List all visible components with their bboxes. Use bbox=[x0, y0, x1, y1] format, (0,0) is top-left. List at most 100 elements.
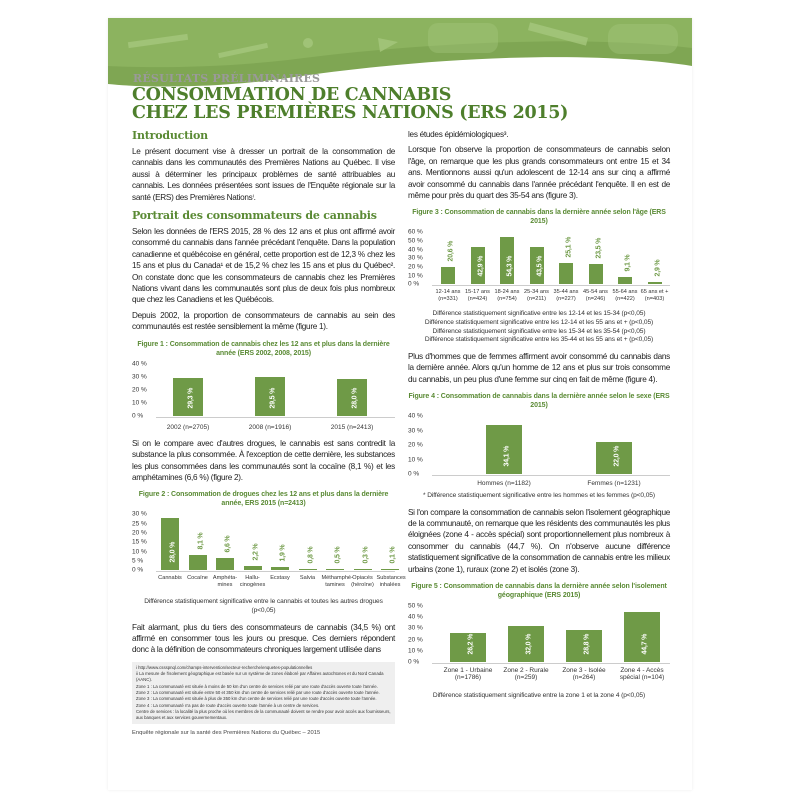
category-label: 2002 (n=2705) bbox=[166, 423, 210, 431]
data-label: 0,3 % bbox=[362, 546, 369, 564]
footnote: Zone 4 : La communauté n'a pas de route … bbox=[136, 702, 320, 708]
data-label: 28,0 % bbox=[169, 542, 177, 563]
data-label: 0,5 % bbox=[334, 546, 342, 564]
category-label: Cocaïne bbox=[187, 575, 208, 582]
figure-4-title: Figure 4 : Consommation de cannabis dans… bbox=[408, 393, 670, 410]
figure-3-note: Différence statistiquement significative… bbox=[424, 336, 654, 344]
data-label: 29,5 % bbox=[269, 387, 277, 409]
footnote: Zone 2 : La communauté est située entre … bbox=[136, 689, 380, 695]
y-tick-label: 10 % bbox=[408, 272, 423, 280]
figure-3-note: Différence statistiquement significative… bbox=[424, 319, 654, 327]
y-tick-label: 0 % bbox=[132, 412, 144, 420]
data-label: 28,0 % bbox=[351, 387, 359, 409]
y-tick-label: 40 % bbox=[408, 412, 423, 420]
bar: 25,1 % bbox=[559, 237, 573, 285]
data-label: 0,1 % bbox=[389, 546, 397, 564]
figure-5-title: Figure 5 : Consommation de cannabis dans… bbox=[411, 583, 667, 600]
data-label: 28,8 % bbox=[583, 633, 591, 655]
footnote: Centre de services : la localité la plus… bbox=[136, 708, 391, 721]
figure-1-title: Figure 1 : Consommation de cannabis chez… bbox=[137, 340, 390, 357]
y-tick-label: 50 % bbox=[408, 602, 423, 610]
y-tick-label: 10 % bbox=[408, 456, 423, 464]
footnote: Zone 1 : La communauté est située à moin… bbox=[136, 683, 378, 689]
category-label: Femmes (n=1231) bbox=[587, 480, 641, 488]
data-label: 43,5 % bbox=[536, 256, 543, 277]
y-tick-label: 30 % bbox=[408, 624, 423, 632]
continued-paragraph: les études épidémiologiques³. bbox=[408, 130, 509, 139]
intro-paragraph: Le présent document vise à dresser un po… bbox=[132, 147, 395, 202]
figure-3-title: Figure 3 : Consommation de cannabis dans… bbox=[412, 209, 666, 226]
figure-3-note: Différence statistiquement significative… bbox=[432, 327, 646, 335]
data-label: 26,2 % bbox=[467, 633, 475, 655]
bar: 28,0 % bbox=[161, 518, 179, 571]
data-label: 2,9 % bbox=[654, 259, 661, 277]
category-label: Zone 1 - Urbaine (n=1786) bbox=[443, 667, 493, 682]
category-label: Cannabis bbox=[158, 575, 182, 582]
category-label: 2015 (n=2413) bbox=[330, 423, 374, 431]
y-tick-label: 20 % bbox=[408, 441, 423, 449]
category-label: Hommes (n=1182) bbox=[477, 480, 531, 488]
bar: 32,0 % bbox=[508, 626, 544, 663]
data-label: 23,5 % bbox=[595, 237, 602, 259]
x-axis-line bbox=[432, 285, 670, 287]
geo-paragraph: Si l'on compare la consommation de canna… bbox=[408, 507, 670, 574]
bar: 43,5 % bbox=[529, 246, 544, 285]
left-column: Introduction Le présent document vise à … bbox=[132, 129, 406, 737]
bar: 1,9 % bbox=[271, 544, 289, 571]
alarm-paragraph: Fait alarmant, plus du tiers des consomm… bbox=[132, 622, 395, 655]
y-tick-label: 30 % bbox=[132, 510, 147, 518]
footer: Enquête régionale sur la santé des Premi… bbox=[132, 730, 321, 737]
category-label: 35-44 ans (n=227) bbox=[553, 289, 579, 303]
data-label: 0,8 % bbox=[307, 546, 314, 564]
category-label: 55-64 ans (n=422) bbox=[612, 289, 638, 303]
title-line-2: CHEZ LES PREMIÈRES NATIONS (ERS 2015) bbox=[132, 103, 569, 123]
category-label: Salvia bbox=[299, 575, 316, 582]
bar: 28,8 % bbox=[566, 629, 602, 663]
data-label: 20,6 % bbox=[447, 240, 455, 262]
y-tick-label: 20 % bbox=[408, 636, 423, 644]
category-label: Substances inhalées bbox=[376, 575, 406, 589]
figure-5-note: Différence statistiquement significative… bbox=[432, 692, 646, 700]
bar: 0,5 % bbox=[326, 546, 344, 571]
y-tick-label: 50 % bbox=[408, 237, 423, 245]
data-label: 34,1 % bbox=[503, 445, 511, 467]
right-column: les études épidémiologiques³. Lorsque l'… bbox=[408, 129, 670, 707]
data-label: 9,1 % bbox=[624, 254, 632, 272]
y-tick-label: 40 % bbox=[132, 360, 147, 368]
figure-3-chart: 0 % 10 % 20 % 30 % 40 % 50 % 60 % 20,6 % 12-14 a… bbox=[408, 229, 670, 302]
figure-4-note: * Différence statistiquement significati… bbox=[423, 492, 655, 500]
category-label: Hallu-cinogènes bbox=[239, 575, 266, 589]
footnote: Zone 3 : La communauté est située à plus… bbox=[136, 696, 377, 702]
page-title: CONSOMMATION DE CANNABIS CHEZ LES PREMIÈ… bbox=[132, 86, 568, 122]
data-label: 42,9 % bbox=[477, 256, 484, 277]
category-label: Zone 4 - Accès spécial (n=104) bbox=[619, 667, 665, 682]
data-label: 54,3 % bbox=[506, 256, 514, 277]
figure-3-note: Différence statistiquement significative… bbox=[432, 310, 646, 318]
category-label: 45-54 ans (n=246) bbox=[583, 289, 608, 303]
portrait-heading: Portrait des consommateurs de cannabis bbox=[132, 209, 377, 223]
y-tick-label: 0 % bbox=[408, 658, 420, 666]
sex-paragraph: Plus d'hommes que de femmes affirment av… bbox=[408, 351, 670, 384]
category-label: 18-24 ans (n=754) bbox=[494, 289, 520, 303]
bar: 42,9 % bbox=[470, 247, 485, 285]
bar: 8,1 % bbox=[188, 533, 207, 571]
data-label: 44,7 % bbox=[641, 633, 649, 655]
compare-paragraph: Si on le compare avec d'autres drogues, … bbox=[132, 438, 395, 482]
category-label: 2008 (n=1916) bbox=[248, 423, 292, 431]
figure-2-chart: 0 % 5 % 10 % 15 % 20 % 25 % 30 % 28,0 % Cannabis… bbox=[132, 510, 406, 589]
category-label: 15-17 ans (n=424) bbox=[465, 289, 490, 303]
y-tick-label: 5 % bbox=[132, 557, 144, 565]
figure-5-chart: 0 % 10 % 20 % 30 % 40 % 50 % 26,2 % Zone 1 - Ur… bbox=[408, 602, 670, 681]
portrait-paragraph-1: Selon les données de l'ERS 2015, 28 % de… bbox=[132, 227, 395, 305]
category-label: Ecstasy bbox=[270, 575, 290, 582]
y-tick-label: 10 % bbox=[132, 399, 147, 407]
y-tick-label: 40 % bbox=[408, 613, 423, 621]
figure-2-note: Différence statistiquement significative… bbox=[144, 598, 383, 614]
bar: 20,6 % bbox=[441, 240, 455, 285]
bar: 28,0 % bbox=[337, 379, 367, 416]
y-tick-label: 0 % bbox=[132, 566, 144, 574]
bar: 44,7 % bbox=[624, 611, 660, 663]
y-tick-label: 30 % bbox=[408, 254, 423, 262]
category-label: Amphéta-mines bbox=[212, 575, 238, 589]
kicker: RÉSULTATS PRÉLIMINAIRES bbox=[133, 72, 321, 85]
